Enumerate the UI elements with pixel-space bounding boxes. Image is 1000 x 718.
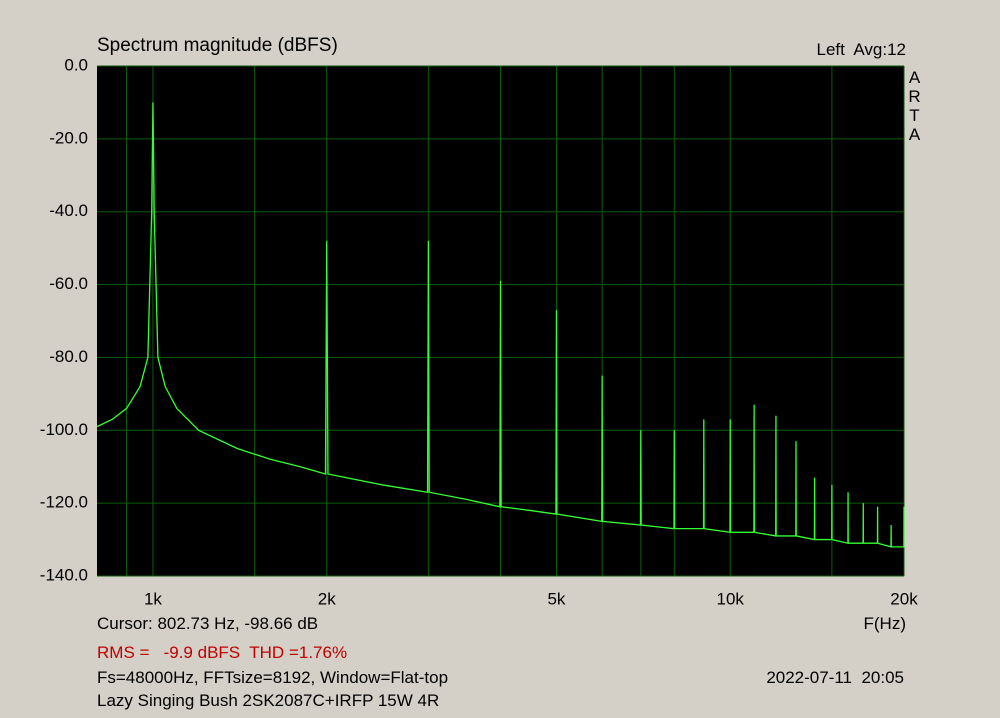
x-tick-label: 2k <box>318 589 336 608</box>
device-name: Lazy Singing Bush 2SK2087C+IRFP 15W 4R <box>97 691 440 710</box>
y-tick-label: -80.0 <box>49 347 88 366</box>
y-tick-label: 0.0 <box>64 55 88 74</box>
x-tick-label: 1k <box>144 589 162 608</box>
spectrum-line <box>96 102 905 548</box>
chart-title: Spectrum magnitude (dBFS) <box>97 35 338 56</box>
rms-thd: RMS = -9.9 dBFS THD =1.76% <box>97 643 348 662</box>
y-tick-label: -60.0 <box>49 274 88 293</box>
y-tick-label: -140.0 <box>40 565 88 584</box>
timestamp: 2022-07-11 20:05 <box>766 668 904 687</box>
y-tick-label: -100.0 <box>40 420 88 439</box>
y-tick-label: -40.0 <box>49 201 88 220</box>
y-tick-label: -20.0 <box>49 128 88 147</box>
y-tick-label: -120.0 <box>40 493 88 512</box>
x-tick-label: 5k <box>547 589 565 608</box>
channel-info: Left Avg:12 <box>816 40 906 59</box>
x-axis-label: F(Hz) <box>863 614 906 633</box>
x-tick-label: 20k <box>890 589 918 608</box>
brand: ARTA <box>905 68 924 144</box>
x-tick-label: 10k <box>717 589 745 608</box>
fft-settings: Fs=48000Hz, FFTsize=8192, Window=Flat-to… <box>97 668 449 687</box>
cursor-readout: Cursor: 802.73 Hz, -98.66 dB <box>97 614 319 633</box>
